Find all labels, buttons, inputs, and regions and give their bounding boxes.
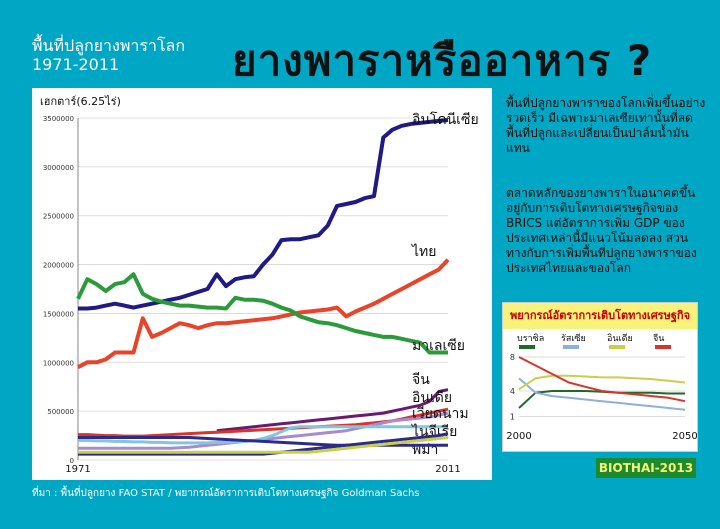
small-title-line2: 1971-2011 [32, 55, 120, 74]
series-label: อินเดีย [412, 390, 452, 406]
series-line [78, 118, 449, 311]
y-tick-label: 3000000 [43, 164, 74, 172]
inset-legend-swatch [519, 345, 535, 349]
gdp-forecast-title: พยากรณ์อัตราการเติบโตทางเศรษฐกิจ [503, 303, 697, 329]
series-line [78, 432, 449, 456]
series-label: จีน [412, 372, 430, 388]
inset-y-tick-label: 4 [510, 387, 515, 396]
series-line [77, 258, 450, 369]
inset-legend-label: รัสเซีย [561, 333, 586, 344]
inset-legend-swatch [655, 345, 671, 349]
y-tick-label: 2000000 [43, 262, 74, 270]
source-note: ที่มา : พื้นที่ปลูกยาง FAO STAT / พยากรณ… [32, 488, 420, 499]
inset-y-tick-label: 8 [510, 353, 515, 362]
inset-x-tick-label: 2000 [506, 431, 531, 442]
series-line [216, 388, 449, 433]
main-chart-panel: 0 500000 1000000 1500000 2000000 2500000 30000… [32, 88, 492, 480]
description-paragraph-1: พื้นที่ปลูกยางพาราของโลกเพิ่มขึ้นอย่างรว… [506, 96, 706, 155]
inset-y-tick-label: 1 [510, 413, 515, 422]
y-tick-label: 500000 [47, 408, 74, 416]
inset-legend-swatch [563, 345, 579, 349]
inset-x-tick-label: 2050 [672, 431, 697, 442]
series-label: ไทย [411, 243, 436, 260]
x-tick-label: 1971 [65, 464, 90, 475]
y-tick-label: 1000000 [43, 359, 74, 367]
series-line [78, 407, 449, 438]
inset-series-line [518, 377, 686, 411]
series-label: อินโดนีเซีย [412, 111, 479, 128]
y-tick-label: 2500000 [43, 213, 74, 221]
series-line [76, 272, 448, 355]
small-title-line1: พื้นที่ปลูกยางพาราโลก [32, 36, 186, 55]
x-tick-label: 2011 [435, 464, 460, 475]
inset-legend-label: จีน [653, 333, 664, 344]
description-paragraph-2: ตลาดหลักของยางพาราในอนาคตขึ้นอยู่กับการเ… [506, 186, 697, 275]
biothai-badge: BIOTHAI-2013 [596, 458, 696, 478]
series-label: มาเลเซีย [412, 338, 465, 354]
series-label: เวียดนาม [412, 406, 469, 422]
inset-legend-swatch [609, 345, 625, 349]
y-tick-label: 3500000 [43, 115, 74, 123]
y-tick-label: 0 [70, 457, 74, 465]
page-title: ยางพาราหรืออาหาร ? [232, 36, 653, 85]
inset-legend-label: บราซิล [517, 333, 544, 344]
gdp-forecast-chart-svg: 1 4 8 2000 2050 บราซิล รัสเซีย อินเดีย จีน [506, 333, 697, 442]
series-line [78, 436, 449, 454]
gdp-forecast-panel: 1 4 8 2000 2050 บราซิล รัสเซีย อินเดีย จีน พยากร… [502, 302, 698, 452]
series-line [78, 425, 448, 445]
main-chart-svg: 0 500000 1000000 1500000 2000000 2500000 30000… [43, 111, 479, 475]
chart-small-title: พื้นที่ปลูกยางพาราโลก 1971-2011 [32, 36, 185, 74]
y-axis-unit-label: เฮกตาร์(6.25ไร่) [40, 95, 121, 108]
inset-legend-label: อินเดีย [607, 333, 633, 344]
inset-series-line [518, 356, 686, 403]
inset-series-line [518, 374, 686, 391]
y-tick-label: 1500000 [43, 310, 74, 318]
